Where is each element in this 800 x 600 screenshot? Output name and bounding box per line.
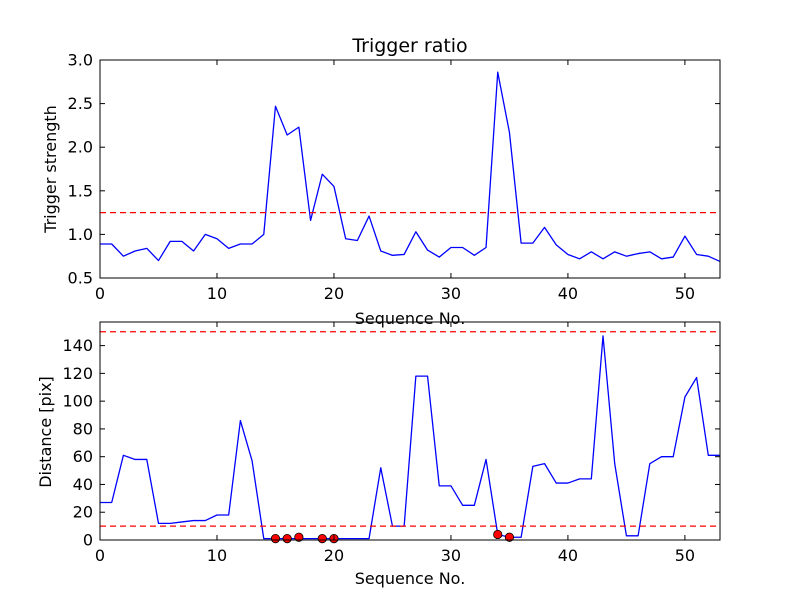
x-tick-label: 40 [558, 546, 578, 565]
plot-frame [99, 321, 721, 541]
marker-point [317, 534, 327, 544]
y-tick-label: 100 [62, 392, 93, 411]
trigger-ratio-panel: Trigger ratio Sequence No. Trigger stren… [41, 35, 721, 328]
x-tick-label: 50 [675, 546, 695, 565]
y-tick-label: 20 [73, 503, 93, 522]
marker-point [294, 532, 304, 542]
x-tick-label: 0 [95, 546, 105, 565]
y-tick-label: 2.0 [68, 138, 93, 157]
series-line [100, 335, 720, 540]
chart-title: Trigger ratio [351, 35, 467, 57]
plot-frame [99, 59, 721, 279]
y-tick-label: 2.5 [68, 94, 93, 113]
x-tick-label: 10 [207, 284, 227, 303]
x-axis-label: Sequence No. [355, 309, 466, 328]
x-tick-label: 50 [675, 284, 695, 303]
series-line [100, 71, 720, 263]
y-tick-label: 0.5 [68, 269, 93, 288]
marker-point [282, 534, 292, 544]
x-tick-label: 10 [207, 546, 227, 565]
marker-point [504, 532, 515, 542]
y-tick-label: 3.0 [68, 51, 93, 70]
y-tick-label: 60 [73, 447, 93, 466]
y-tick-label: 140 [62, 336, 93, 355]
y-axis-label: Trigger strength [41, 105, 60, 234]
x-tick-label: 40 [558, 284, 578, 303]
marker-point [270, 534, 281, 544]
y-tick-label: 120 [62, 364, 93, 383]
y-tick-label: 1.0 [68, 225, 93, 244]
x-tick-label: 20 [324, 546, 344, 565]
x-axis-label: Sequence No. [355, 569, 466, 588]
x-tick-label: 0 [95, 284, 105, 303]
y-tick-label: 1.5 [68, 181, 93, 200]
x-tick-label: 30 [441, 284, 461, 303]
y-tick-label: 40 [73, 475, 93, 494]
marker-point [493, 529, 503, 540]
y-tick-label: 80 [73, 419, 93, 438]
x-tick-label: 30 [441, 546, 461, 565]
y-tick-label: 0 [83, 531, 93, 550]
distance-panel: Sequence No. Distance [pix] 0 10 20 30 40 50 0… [36, 321, 721, 588]
x-tick-label: 20 [324, 284, 344, 303]
y-axis-label: Distance [pix] [36, 376, 55, 488]
